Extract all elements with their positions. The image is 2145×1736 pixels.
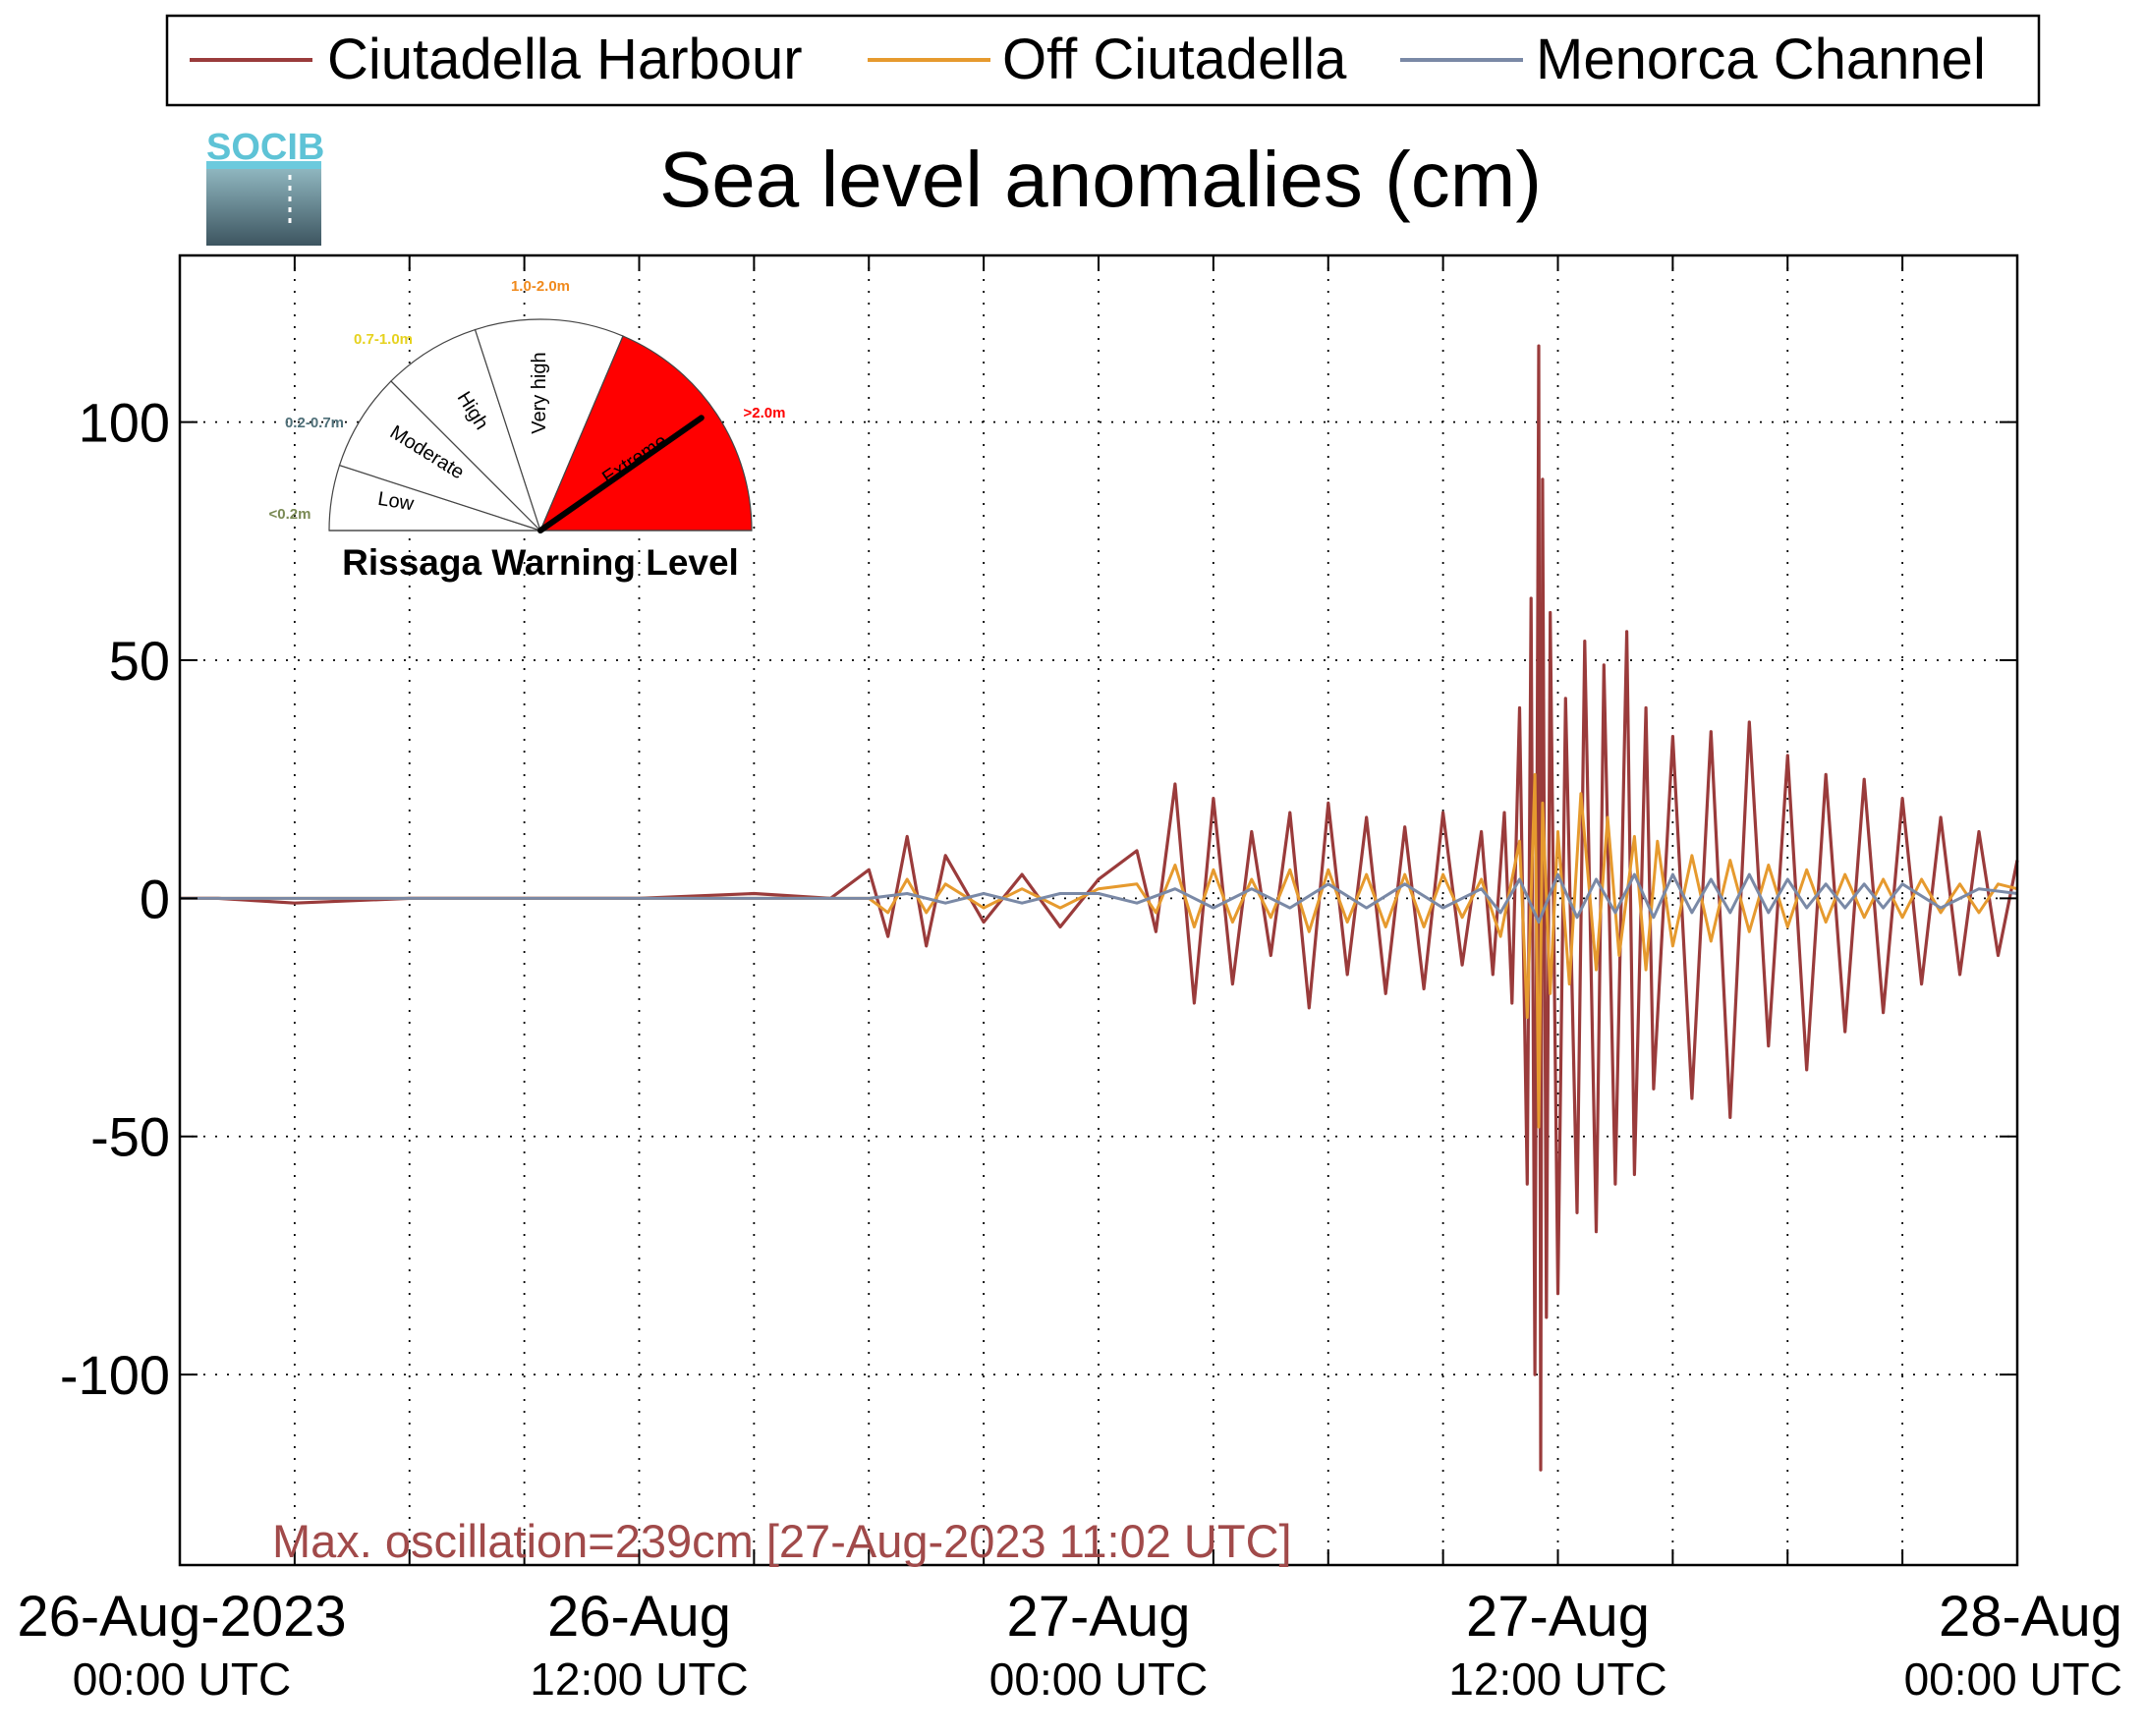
gauge-range-label: 1.0-2.0m [511, 278, 570, 295]
legend-label-ciutadella-harbour: Ciutadella Harbour [327, 28, 803, 91]
legend: Ciutadella Harbour Off Ciutadella Menorc… [165, 14, 2041, 107]
max-oscillation-annotation: Max. oscillation=239cm [27-Aug-2023 11:0… [272, 1515, 1292, 1567]
x-tick-label-time: 00:00 UTC [989, 1653, 1208, 1705]
x-tick-label-date: 27-Aug [1006, 1585, 1190, 1649]
y-tick-label: 100 [79, 392, 170, 454]
y-tick-label: 0 [140, 868, 170, 929]
series-group [180, 344, 2019, 1472]
legend-box [165, 14, 2041, 107]
socib-logo: SOCIB [206, 127, 324, 246]
x-tick-label-time: 12:00 UTC [1448, 1653, 1666, 1705]
y-tick-label: -50 [90, 1106, 170, 1168]
x-tick-label-date: 28-Aug [1939, 1585, 2122, 1649]
axis-ticks [180, 255, 2017, 1565]
series-line-menorca-channel [180, 872, 2018, 924]
gauge-sector-moderate [338, 380, 541, 532]
y-axis-labels: -100 -50 0 50 100 [60, 392, 170, 1406]
y-tick-label: 50 [109, 630, 170, 692]
gauge-range-label: 0.7-1.0m [354, 331, 413, 348]
chart-title: Sea level anomalies (cm) [659, 136, 1542, 223]
x-tick-label-time: 12:00 UTC [530, 1653, 748, 1705]
gauge-range-label: <0.2m [269, 506, 311, 523]
legend-label-menorca-channel: Menorca Channel [1536, 28, 1986, 91]
legend-label-off-ciutadella: Off Ciutadella [1002, 28, 1347, 91]
logo-block [206, 169, 321, 246]
gauge-sector-high [390, 328, 541, 532]
y-tick-label: -100 [60, 1344, 170, 1406]
gauge-sector-label: Very high [529, 352, 550, 433]
gauge-needle [537, 415, 705, 533]
x-tick-label-date: 26-Aug [547, 1585, 731, 1649]
x-tick-label-time: 00:00 UTC [1904, 1653, 2122, 1705]
gauge-range-label: >2.0m [744, 405, 786, 421]
logo-band [206, 161, 321, 169]
x-tick-label-date: 26-Aug-2023 [17, 1585, 346, 1649]
x-tick-label-time: 00:00 UTC [73, 1653, 291, 1705]
gauge-title: Rissaga Warning Level [342, 542, 739, 583]
gauge-sector-extreme [539, 335, 753, 532]
gauge-sector-very-high [474, 318, 624, 532]
gauge-range-label: 0.2-0.7m [285, 415, 344, 431]
x-tick-label-date: 27-Aug [1466, 1585, 1650, 1649]
